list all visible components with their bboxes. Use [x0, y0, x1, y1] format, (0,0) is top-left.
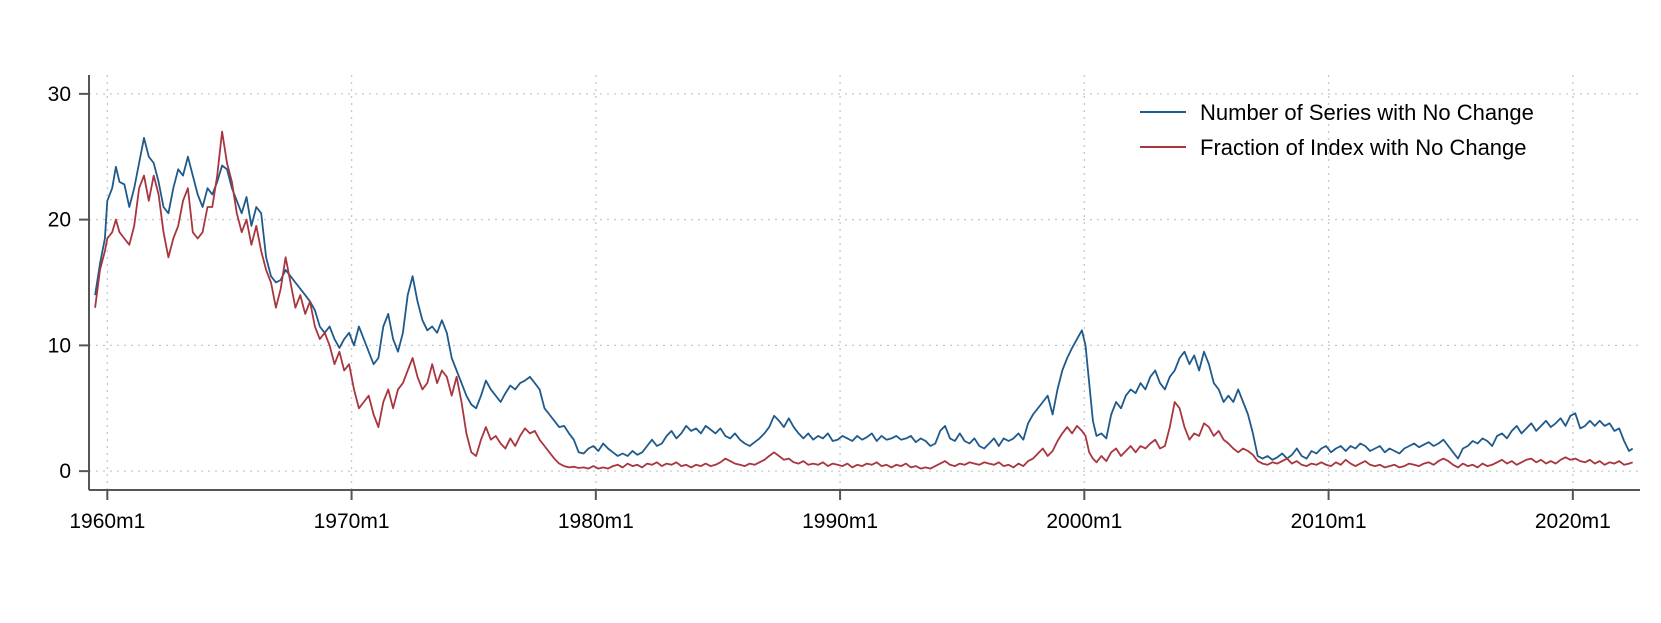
y-tick-label: 10 — [48, 334, 71, 357]
series-line-1 — [94, 130, 1633, 470]
legend: Number of Series with No Change Fraction … — [1140, 100, 1534, 160]
axes-layer: 0 10 20 30 1960m1 1970m1 1980m1 1990m1 2000m1 201… — [48, 75, 1640, 533]
series-layer — [94, 130, 1634, 470]
x-tick-label: 2020m1 — [1535, 510, 1611, 533]
x-tick-label: 1970m1 — [314, 510, 390, 533]
y-tick-label: 0 — [59, 460, 71, 483]
legend-label-1: Fraction of Index with No Change — [1200, 135, 1527, 160]
x-tick-label: 2010m1 — [1291, 510, 1367, 533]
legend-label-0: Number of Series with No Change — [1200, 100, 1534, 125]
x-tick-label: 1990m1 — [802, 510, 878, 533]
y-tick-label: 20 — [48, 209, 71, 232]
x-tick-label: 2000m1 — [1046, 510, 1122, 533]
x-tick-label: 1980m1 — [558, 510, 634, 533]
x-tick-label: 1960m1 — [69, 510, 145, 533]
series-line-0 — [94, 137, 1634, 461]
y-tick-label: 30 — [48, 83, 71, 106]
